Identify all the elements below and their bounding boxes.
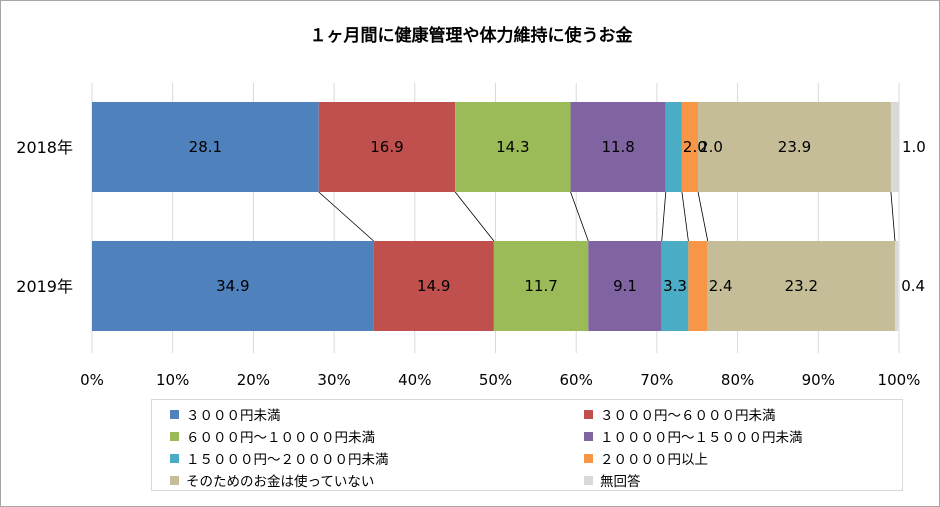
legend-label: ３０００円～６０００円未満 [600, 408, 776, 424]
data-label: 1.0 [902, 138, 926, 156]
legend-item: そのためのお金は使っていない [170, 470, 374, 490]
data-label: 0.4 [901, 277, 925, 295]
legend-item: ２００００円以上 [584, 448, 708, 468]
legend-label: ２００００円以上 [600, 452, 708, 468]
data-label: 3.3 [663, 277, 687, 295]
legend-label: ６０００円～１００００円未満 [186, 430, 375, 446]
data-label: 14.9 [417, 277, 450, 295]
x-tick-label: 60% [560, 371, 593, 389]
bar-segment [588, 241, 662, 331]
x-tick-label: 10% [156, 371, 189, 389]
data-label: 2.0 [699, 138, 723, 156]
bar-segment [665, 102, 682, 192]
data-label: 2.0 [683, 138, 707, 156]
bar-segment [92, 241, 374, 331]
x-tick-label: 0% [80, 371, 104, 389]
legend-item: ３０００円～６０００円未満 [584, 404, 776, 424]
series-connector-line [681, 191, 689, 242]
x-tick-label: 80% [721, 371, 754, 389]
bar-segment [688, 241, 708, 331]
legend-swatch [584, 409, 593, 419]
data-label: 11.7 [524, 277, 557, 295]
x-tick-label: 40% [398, 371, 431, 389]
category-label: 2019年 [16, 277, 73, 296]
bar-segment [698, 102, 891, 192]
series-connector-line [318, 191, 374, 242]
chart-legend: ３０００円未満 ３０００円～６０００円未満 ６０００円～１００００円未満 １００００円… [151, 399, 903, 491]
data-label: 23.9 [778, 138, 811, 156]
bar-segment [92, 102, 319, 192]
data-label: 34.9 [216, 277, 249, 295]
x-tick-label: 30% [317, 371, 350, 389]
chart-title: １ヶ月間に健康管理や体力維持に使うお金 [309, 26, 633, 46]
legend-swatch [584, 431, 593, 441]
x-tick-label: 100% [878, 371, 921, 389]
bar-segment [318, 102, 456, 192]
chart-plot: 28.1 16.9 14.3 11.8 2.02.0 23.9 1.0 2018年 34.9 14… [16, 83, 926, 389]
legend-swatch [170, 453, 179, 463]
bar-segment [455, 102, 571, 192]
legend-label: ３０００円未満 [186, 408, 281, 424]
bar-segment [373, 241, 494, 331]
bar-segment [570, 102, 666, 192]
data-label: 11.8 [601, 138, 634, 156]
series-connector-line [697, 191, 709, 242]
bar-segment [894, 241, 899, 331]
x-tick-label: 50% [479, 371, 512, 389]
legend-item: １５０００円～２００００円未満 [170, 448, 389, 468]
legend-label: １５０００円～２００００円未満 [186, 452, 389, 468]
series-connector-line [890, 191, 896, 242]
data-label: 28.1 [189, 138, 222, 156]
legend-item: １００００円～１５０００円未満 [584, 426, 803, 446]
x-tick-label: 90% [802, 371, 835, 389]
legend-swatch [170, 431, 179, 441]
data-label: 23.2 [785, 277, 818, 295]
legend-item: ６０００円～１００００円未満 [170, 426, 375, 446]
legend-swatch [170, 409, 179, 419]
category-label: 2018年 [16, 138, 73, 157]
legend-swatch [584, 453, 593, 463]
legend-swatch [170, 475, 179, 485]
legend-label: １００００円～１５０００円未満 [600, 430, 803, 446]
legend-item: 無回答 [584, 470, 641, 490]
bar-segment [707, 241, 895, 331]
series-connector-line [570, 191, 589, 242]
data-label: 9.1 [613, 277, 637, 295]
series-connector-line [454, 191, 495, 242]
legend-label: 無回答 [600, 474, 641, 490]
data-label: 14.3 [496, 138, 529, 156]
legend-item: ３０００円未満 [170, 404, 281, 424]
bar-segment [493, 241, 589, 331]
bar-segment [661, 241, 689, 331]
legend-label: そのためのお金は使っていない [186, 474, 375, 490]
data-label: 16.9 [370, 138, 403, 156]
bar-segment [681, 102, 699, 192]
x-tick-label: 20% [237, 371, 270, 389]
x-tick-label: 70% [640, 371, 673, 389]
legend-swatch [584, 475, 593, 485]
data-label: 2.4 [709, 277, 733, 295]
series-connector-line [661, 191, 667, 242]
bar-segment [890, 102, 899, 192]
